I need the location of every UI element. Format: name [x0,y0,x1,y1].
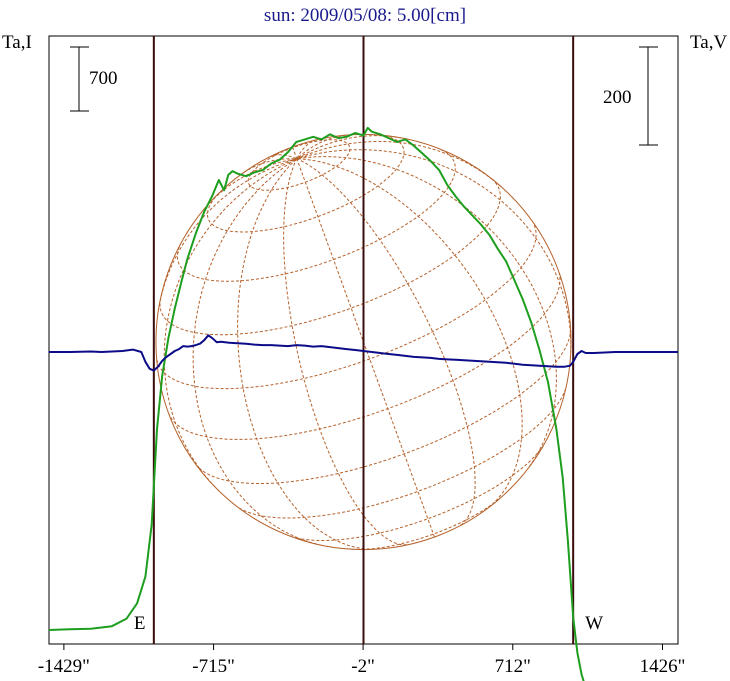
left-scale-bar: 700 [70,46,118,112]
x-tick-label: 1426" [640,656,686,677]
limb-label-E: E [134,613,146,634]
left-scale-bar-label: 700 [89,68,118,89]
longitude-line [237,158,375,550]
latitude-line [156,222,537,390]
latitude-line [159,177,501,336]
x-axis-ticks: -1429" -715" -2" 712" 1426" [38,644,686,677]
longitude-line [296,158,476,526]
x-tick-label: -715" [192,656,235,677]
series-line-tai [48,126,585,681]
longitude-line [163,158,298,492]
right-axis-label: Ta,V [690,32,727,53]
latitude-line [195,327,572,484]
left-axis-label: Ta,I [2,32,32,53]
longitude-line [296,139,318,159]
latitude-line [176,148,456,282]
right-scale-bar-label: 200 [603,87,632,108]
longitude-line [192,158,317,545]
x-tick-label: 712" [495,656,531,677]
x-tick-label: -2" [351,656,375,677]
longitude-line [296,134,347,160]
latitude-line [291,444,545,541]
latitude-line [238,389,566,519]
latitude-line [207,134,405,233]
longitude-line [296,158,435,538]
x-tick-label: -1429" [38,656,90,677]
longitude-line [292,146,298,159]
chart-title: sun: 2009/05/08: 5.00[cm] [264,5,466,26]
longitude-line [157,158,297,311]
longitude-line [296,140,501,187]
right-scale-bar: 200 [603,46,658,146]
longitude-line [243,158,297,173]
longitude-line [268,154,297,160]
longitude-line [296,156,557,467]
series-line-tav [49,334,678,372]
series-lines [48,126,678,681]
longitude-line [296,158,523,509]
limb-label-W: W [585,613,603,634]
latitude-line [356,496,503,550]
